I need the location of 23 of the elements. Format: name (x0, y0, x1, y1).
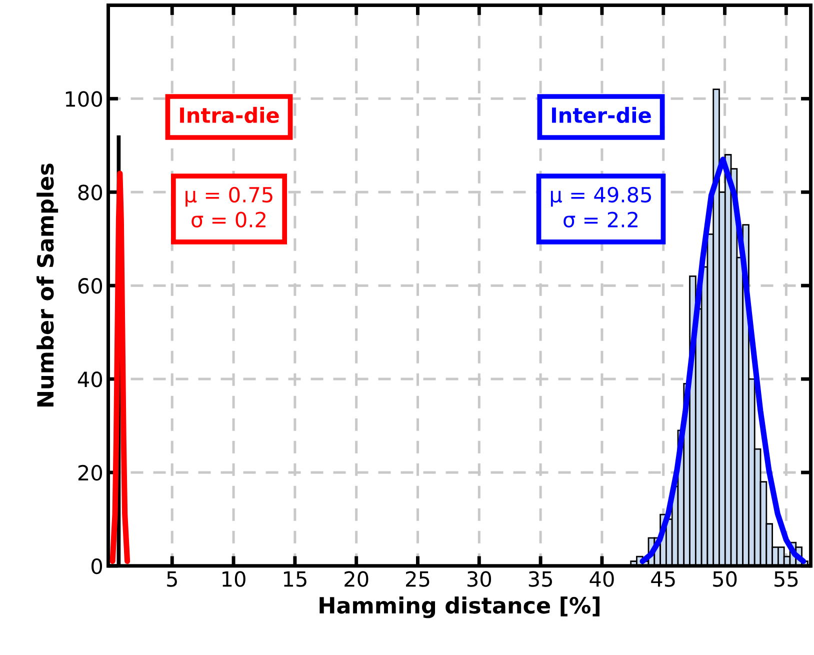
x-tick-label: 25 (406, 571, 430, 587)
x-tick-label: 55 (774, 571, 798, 587)
x-tick-label: 30 (467, 571, 492, 587)
x-tick-label: 5 (167, 571, 177, 587)
y-tick-label: 0 (92, 558, 102, 574)
x-tick-label: 20 (344, 571, 368, 587)
annotation: μ = 0.75 σ = 0.2 (186, 186, 272, 228)
annotation: Inter-die (552, 106, 651, 124)
y-tick-label: 20 (78, 464, 102, 481)
y-tick-label: 100 (66, 91, 102, 107)
x-tick-label: 40 (590, 571, 614, 587)
x-tick-label: 10 (222, 571, 246, 587)
x-tick-label: 35 (528, 571, 552, 587)
annotation: Intra-die (180, 106, 279, 124)
y-tick-label: 80 (78, 184, 102, 200)
y-axis-title: Number of Samples (36, 164, 58, 406)
x-tick-label: 50 (713, 571, 737, 587)
x-tick-label: 45 (651, 571, 675, 587)
y-tick-label: 40 (78, 371, 102, 388)
y-tick-label: 60 (78, 278, 102, 294)
x-tick-label: 15 (284, 571, 306, 587)
annotation: μ = 49.85 σ = 2.2 (550, 186, 651, 228)
x-axis-title: Hamming distance [%] (320, 596, 600, 618)
